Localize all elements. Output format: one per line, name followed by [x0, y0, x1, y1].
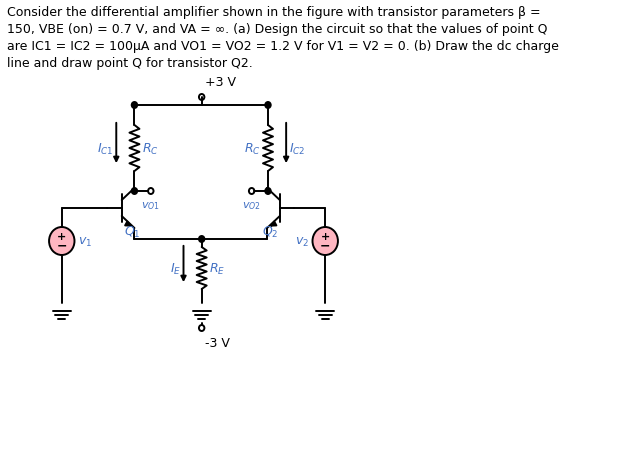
Circle shape	[199, 237, 204, 243]
Text: -3 V: -3 V	[205, 336, 230, 349]
Text: −: −	[57, 239, 67, 252]
Text: $v_{O1}$: $v_{O1}$	[141, 200, 160, 211]
Text: +: +	[321, 232, 330, 242]
Circle shape	[265, 103, 270, 109]
Circle shape	[265, 188, 270, 194]
Circle shape	[132, 188, 137, 194]
Circle shape	[49, 227, 75, 256]
Text: $v_{O2}$: $v_{O2}$	[242, 200, 261, 211]
Circle shape	[132, 103, 137, 109]
Text: Consider the differential amplifier shown in the figure with transistor paramete: Consider the differential amplifier show…	[7, 6, 559, 70]
Text: +: +	[57, 232, 66, 242]
Text: $v_2$: $v_2$	[295, 235, 309, 248]
Text: $Q_1$: $Q_1$	[124, 225, 140, 239]
Text: $I_{C2}$: $I_{C2}$	[289, 141, 305, 156]
Text: $R_C$: $R_C$	[142, 141, 158, 156]
Text: +3 V: +3 V	[205, 76, 236, 89]
Text: $R_E$: $R_E$	[209, 261, 225, 276]
Text: −: −	[320, 239, 330, 252]
Text: $R_C$: $R_C$	[244, 141, 261, 156]
Text: $Q_2$: $Q_2$	[261, 225, 278, 239]
Text: $I_{C1}$: $I_{C1}$	[97, 141, 113, 156]
Circle shape	[312, 227, 338, 256]
Text: $I_E$: $I_E$	[171, 261, 182, 276]
Text: $v_1$: $v_1$	[78, 235, 92, 248]
